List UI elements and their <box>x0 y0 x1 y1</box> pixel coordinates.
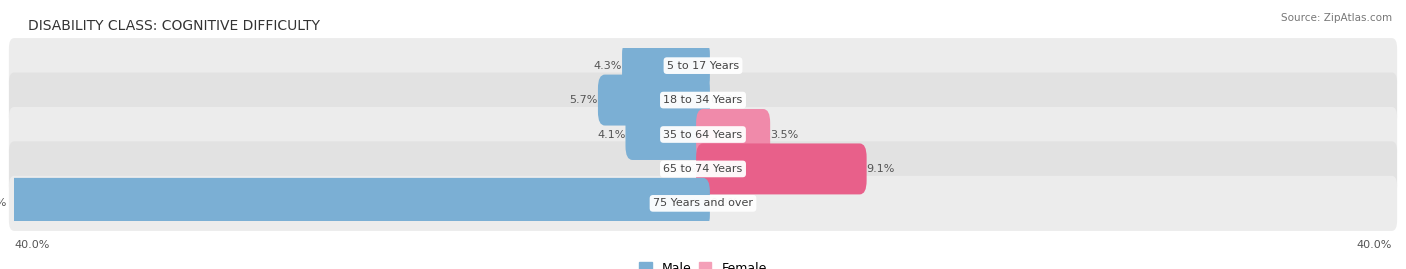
Text: 35 to 64 Years: 35 to 64 Years <box>664 129 742 140</box>
Text: 5.7%: 5.7% <box>569 95 598 105</box>
FancyBboxPatch shape <box>626 109 710 160</box>
Text: 4.1%: 4.1% <box>598 129 626 140</box>
FancyBboxPatch shape <box>696 109 770 160</box>
FancyBboxPatch shape <box>8 38 1398 93</box>
Text: 18 to 34 Years: 18 to 34 Years <box>664 95 742 105</box>
Text: 40.0%: 40.0% <box>0 198 7 208</box>
Text: Source: ZipAtlas.com: Source: ZipAtlas.com <box>1281 13 1392 23</box>
Text: 4.3%: 4.3% <box>593 61 621 71</box>
Legend: Male, Female: Male, Female <box>634 257 772 269</box>
Text: 65 to 74 Years: 65 to 74 Years <box>664 164 742 174</box>
Text: 5 to 17 Years: 5 to 17 Years <box>666 61 740 71</box>
Text: DISABILITY CLASS: COGNITIVE DIFFICULTY: DISABILITY CLASS: COGNITIVE DIFFICULTY <box>28 19 321 33</box>
Text: 0.0%: 0.0% <box>668 164 696 174</box>
Text: 0.0%: 0.0% <box>710 198 738 208</box>
Text: 0.0%: 0.0% <box>710 95 738 105</box>
FancyBboxPatch shape <box>8 141 1398 196</box>
FancyBboxPatch shape <box>8 176 1398 231</box>
FancyBboxPatch shape <box>8 107 1398 162</box>
FancyBboxPatch shape <box>621 40 710 91</box>
Text: 75 Years and over: 75 Years and over <box>652 198 754 208</box>
Text: 40.0%: 40.0% <box>14 239 49 250</box>
FancyBboxPatch shape <box>696 143 866 194</box>
FancyBboxPatch shape <box>8 73 1398 128</box>
Text: 40.0%: 40.0% <box>1357 239 1392 250</box>
Text: 9.1%: 9.1% <box>866 164 896 174</box>
FancyBboxPatch shape <box>7 178 710 229</box>
Text: 3.5%: 3.5% <box>770 129 799 140</box>
FancyBboxPatch shape <box>598 75 710 126</box>
Text: 0.0%: 0.0% <box>710 61 738 71</box>
